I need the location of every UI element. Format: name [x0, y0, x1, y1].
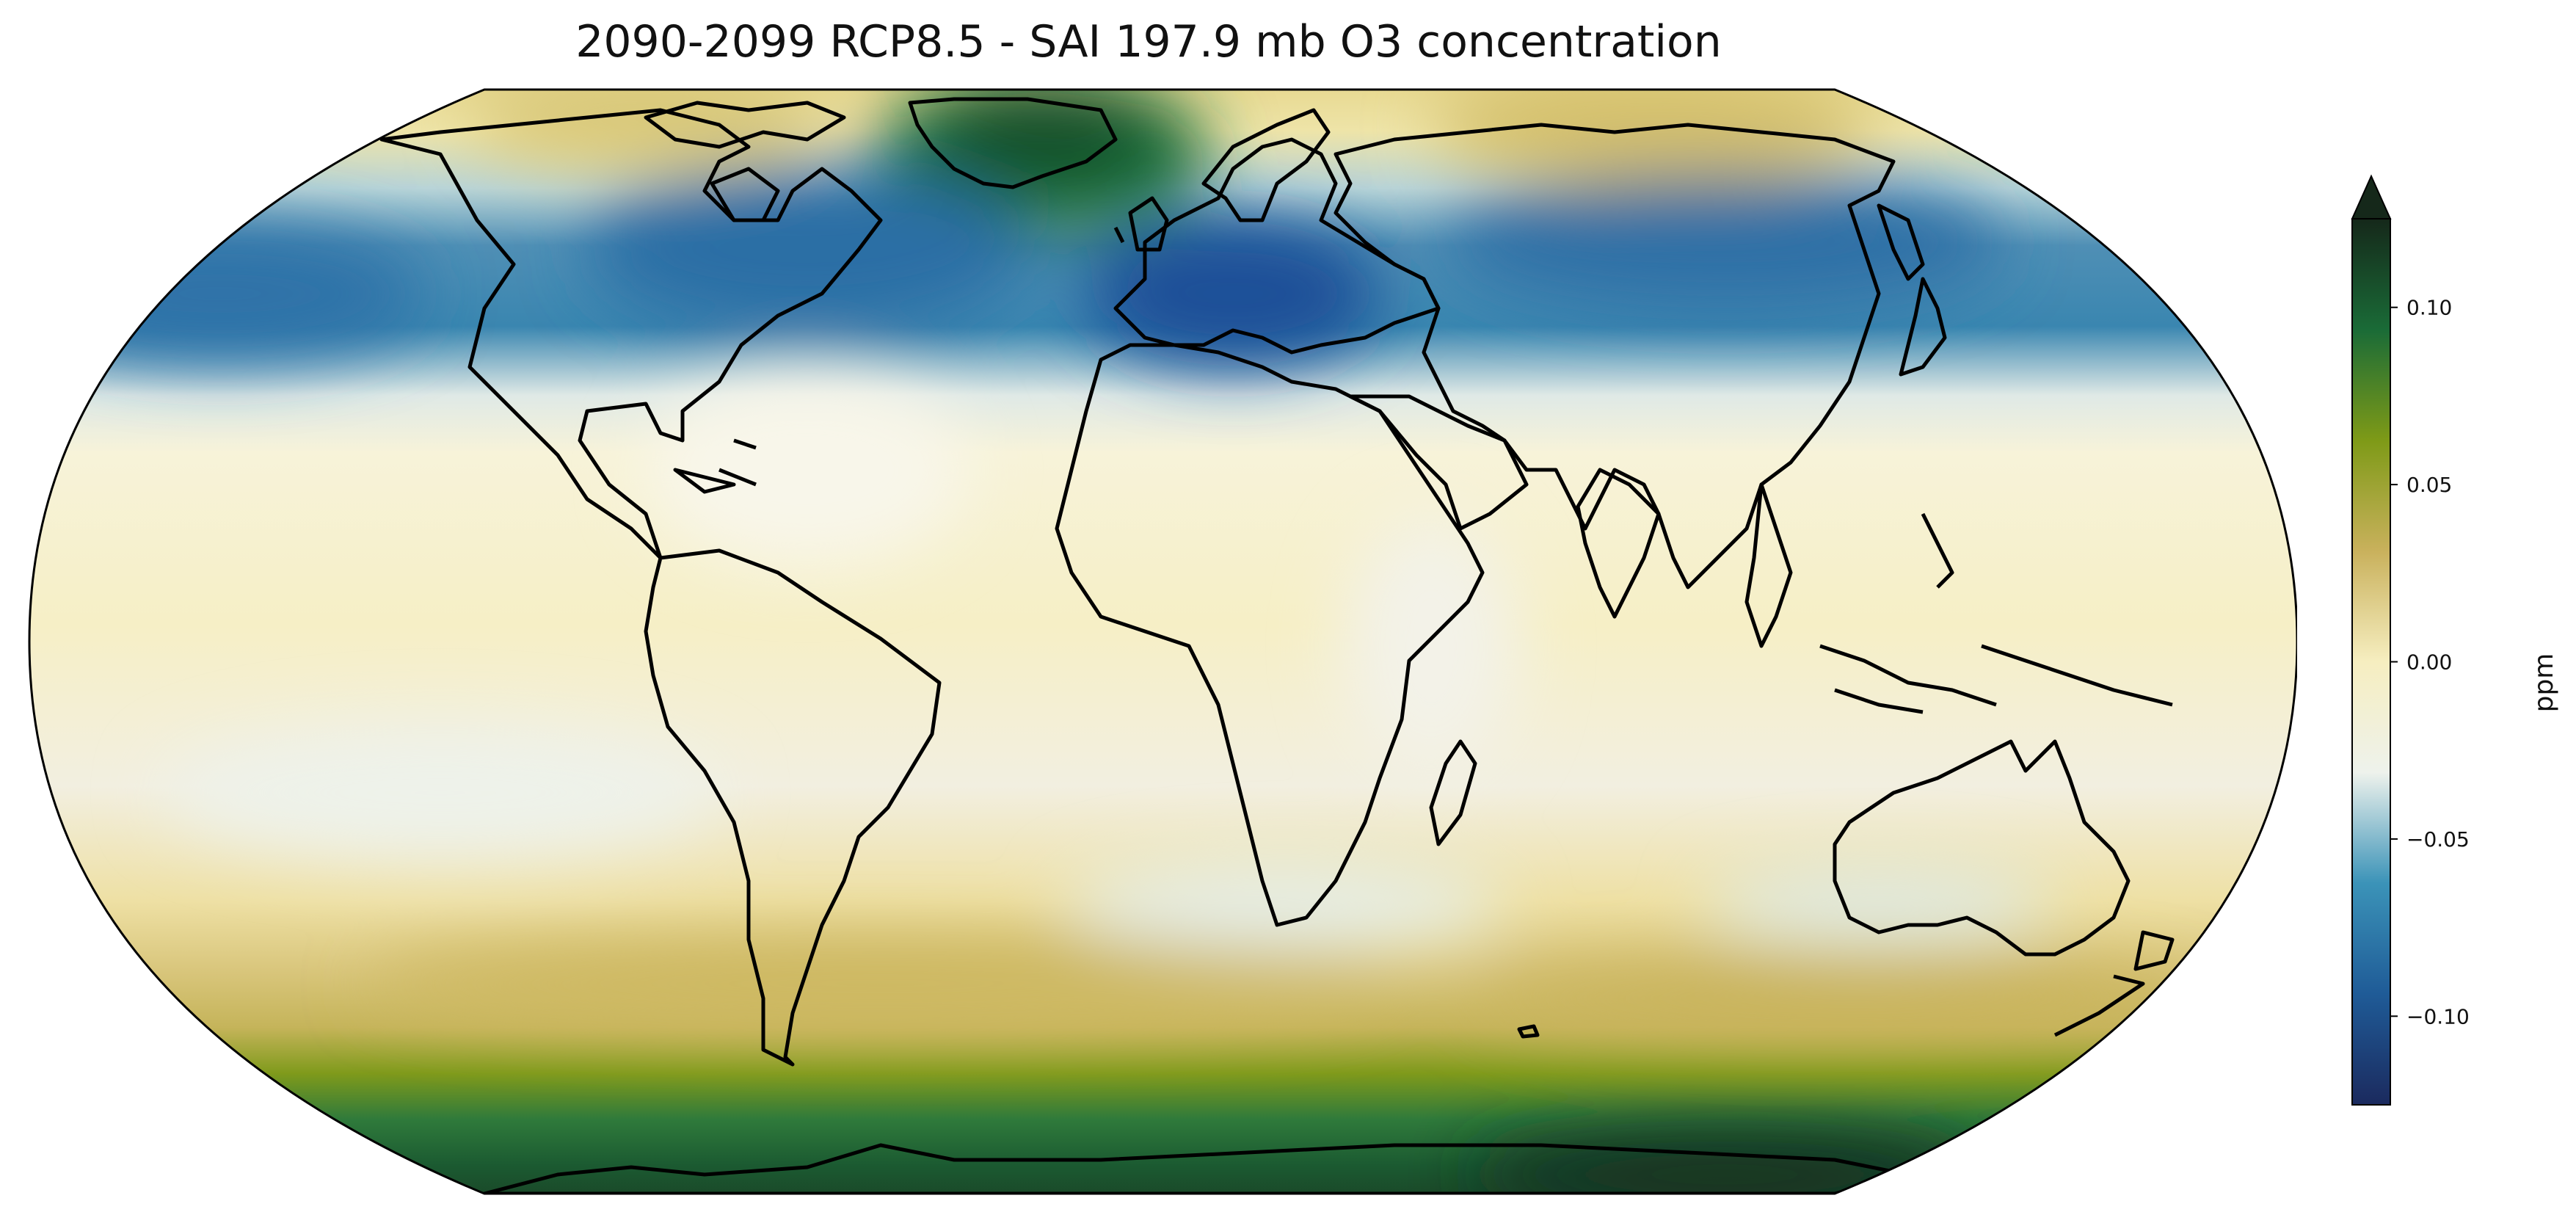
coastline-antarctica	[482, 1143, 1910, 1194]
coastline-southeast-asia	[1744, 482, 1793, 648]
coastline-arabia	[1348, 394, 1529, 531]
coastline-british-isles	[1113, 196, 1169, 252]
colorbar-tick-label: 0.05	[2406, 473, 2452, 497]
colorbar-tick-label: −0.05	[2406, 827, 2470, 852]
coastline-north-america	[379, 108, 883, 560]
colorbar-tick-label: 0.10	[2406, 296, 2452, 320]
map-boundary	[28, 88, 2297, 1195]
coastline-australia	[1833, 739, 2131, 957]
coastline-indonesia	[1819, 512, 2173, 714]
colorbar-tick-label: 0.00	[2406, 650, 2452, 675]
coastline-asia	[1334, 123, 1896, 589]
coastline-caribbean	[673, 438, 757, 494]
colorbar-tick-label: −0.10	[2406, 1004, 2470, 1028]
coastline-africa	[1055, 343, 1485, 927]
coastline-japan	[1899, 277, 1947, 377]
coastline-kamchatka	[1877, 203, 1925, 281]
coastline-india	[1576, 468, 1661, 619]
colorbar-label: ppm	[2529, 653, 2559, 713]
colorbar-extend-arrow	[2351, 174, 2392, 219]
coastline-arctic-islands	[644, 101, 846, 149]
coastline-scandinavia	[1201, 108, 1331, 222]
world-map	[28, 88, 2297, 1195]
coastlines	[379, 97, 2175, 1194]
coastline-hudson-bay	[710, 167, 780, 222]
coastline-madagascar	[1429, 739, 1477, 846]
coastline-greenland	[908, 97, 1118, 189]
coastline-new-zealand	[2053, 930, 2175, 1037]
figure-title: 2090-2099 RCP8.5 - SAI 197.9 mb O3 conce…	[575, 16, 1722, 68]
coastline-small-island	[1517, 1024, 1540, 1039]
colorbar-gradient	[2351, 218, 2391, 1106]
coastline-south-america	[644, 548, 942, 1067]
